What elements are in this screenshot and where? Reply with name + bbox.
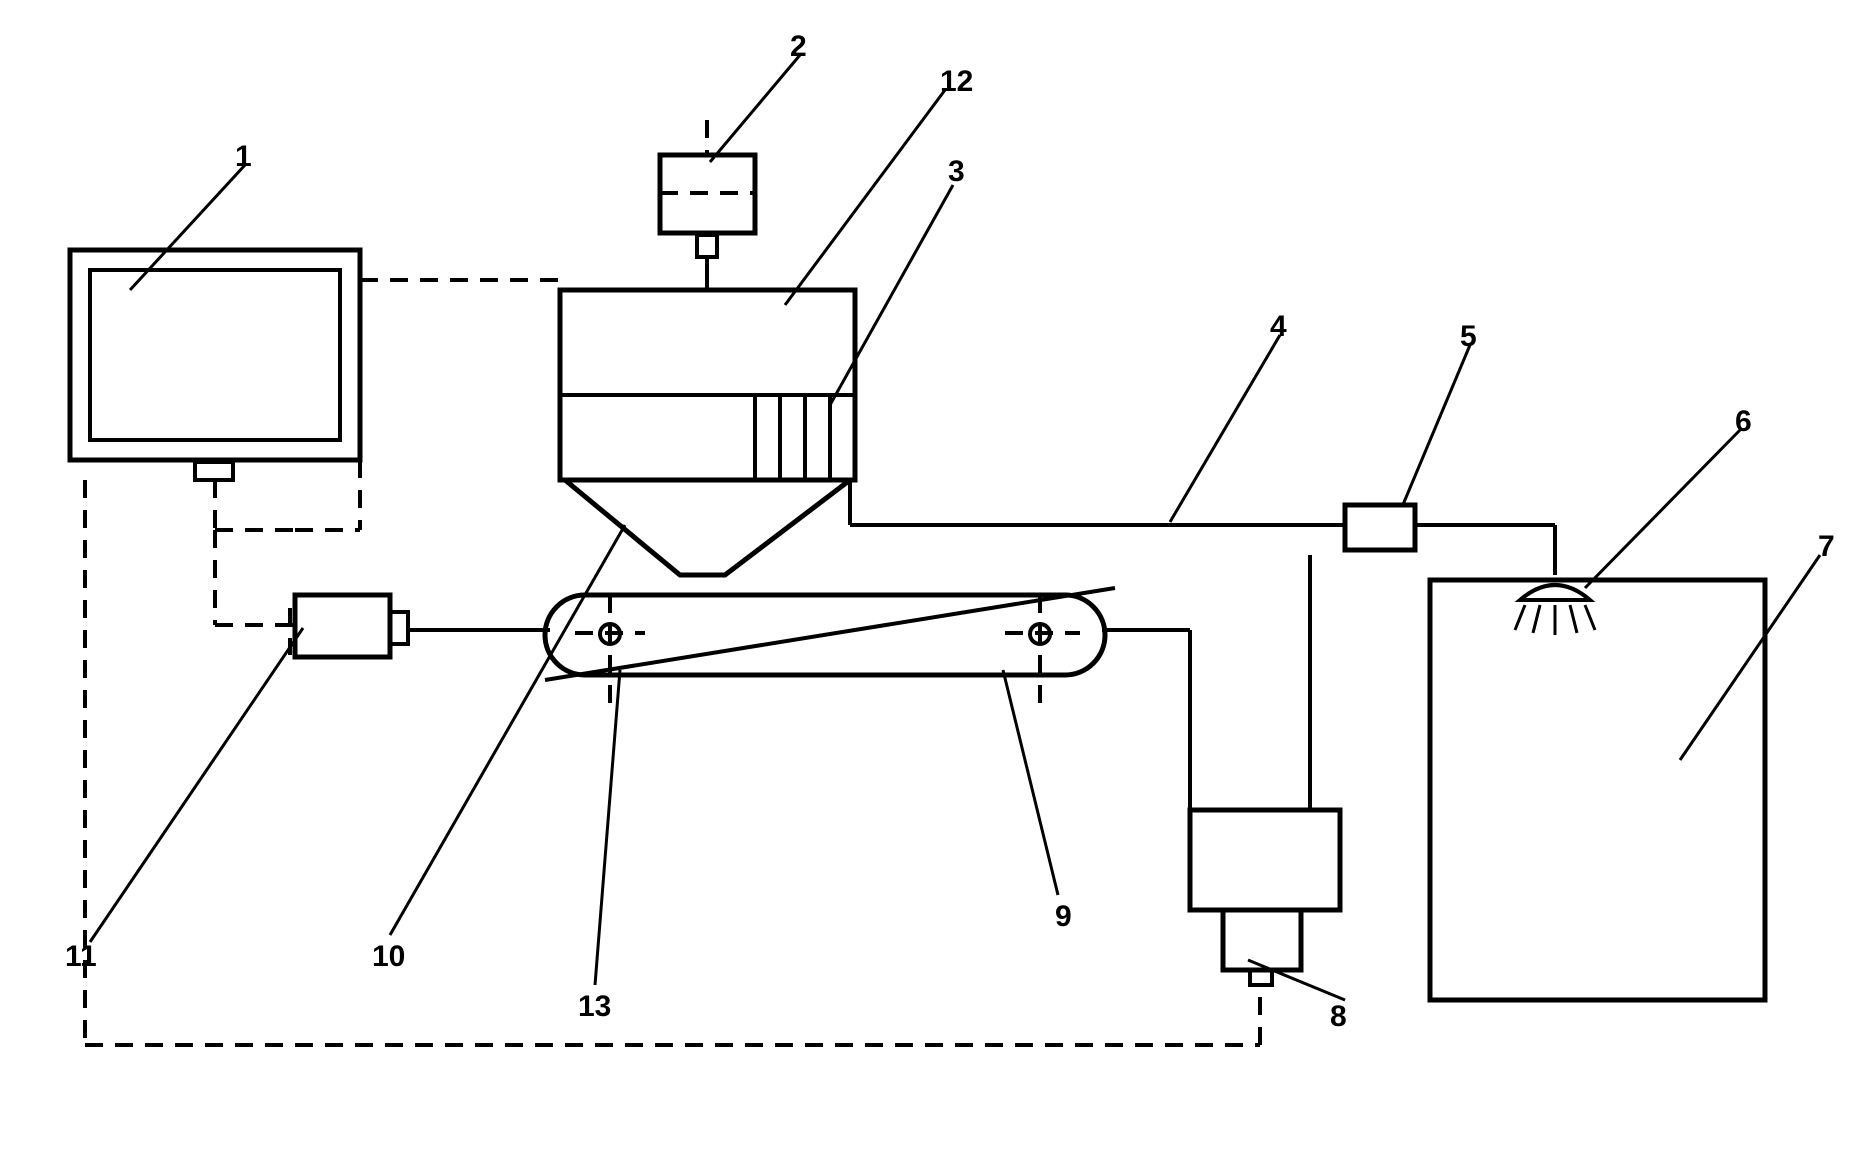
dashed-connections	[85, 120, 1260, 1045]
label-10: 10	[372, 940, 405, 974]
left-motor-component	[295, 595, 408, 657]
monitor-component	[70, 250, 360, 480]
label-3: 3	[948, 155, 965, 189]
label-1: 1	[235, 140, 252, 174]
label-7: 7	[1818, 530, 1835, 564]
conveyor-component	[545, 588, 1115, 680]
label-11: 11	[65, 940, 97, 974]
sprayer-component	[1515, 585, 1595, 635]
label-4: 4	[1270, 310, 1287, 344]
label-13: 13	[578, 990, 611, 1024]
schematic-diagram	[0, 0, 1860, 1150]
top-motor-component	[660, 155, 755, 290]
label-5: 5	[1460, 320, 1477, 354]
label-2: 2	[790, 30, 807, 64]
leader-lines	[90, 55, 1820, 1000]
label-12: 12	[940, 65, 973, 99]
label-8: 8	[1330, 1000, 1347, 1034]
label-6: 6	[1735, 405, 1752, 439]
compressor-component	[1190, 810, 1340, 985]
solid-connections	[408, 480, 1555, 810]
pipe-pump	[1345, 505, 1415, 550]
tank-component	[1430, 580, 1765, 1000]
hopper-component	[560, 290, 855, 575]
label-9: 9	[1055, 900, 1072, 934]
